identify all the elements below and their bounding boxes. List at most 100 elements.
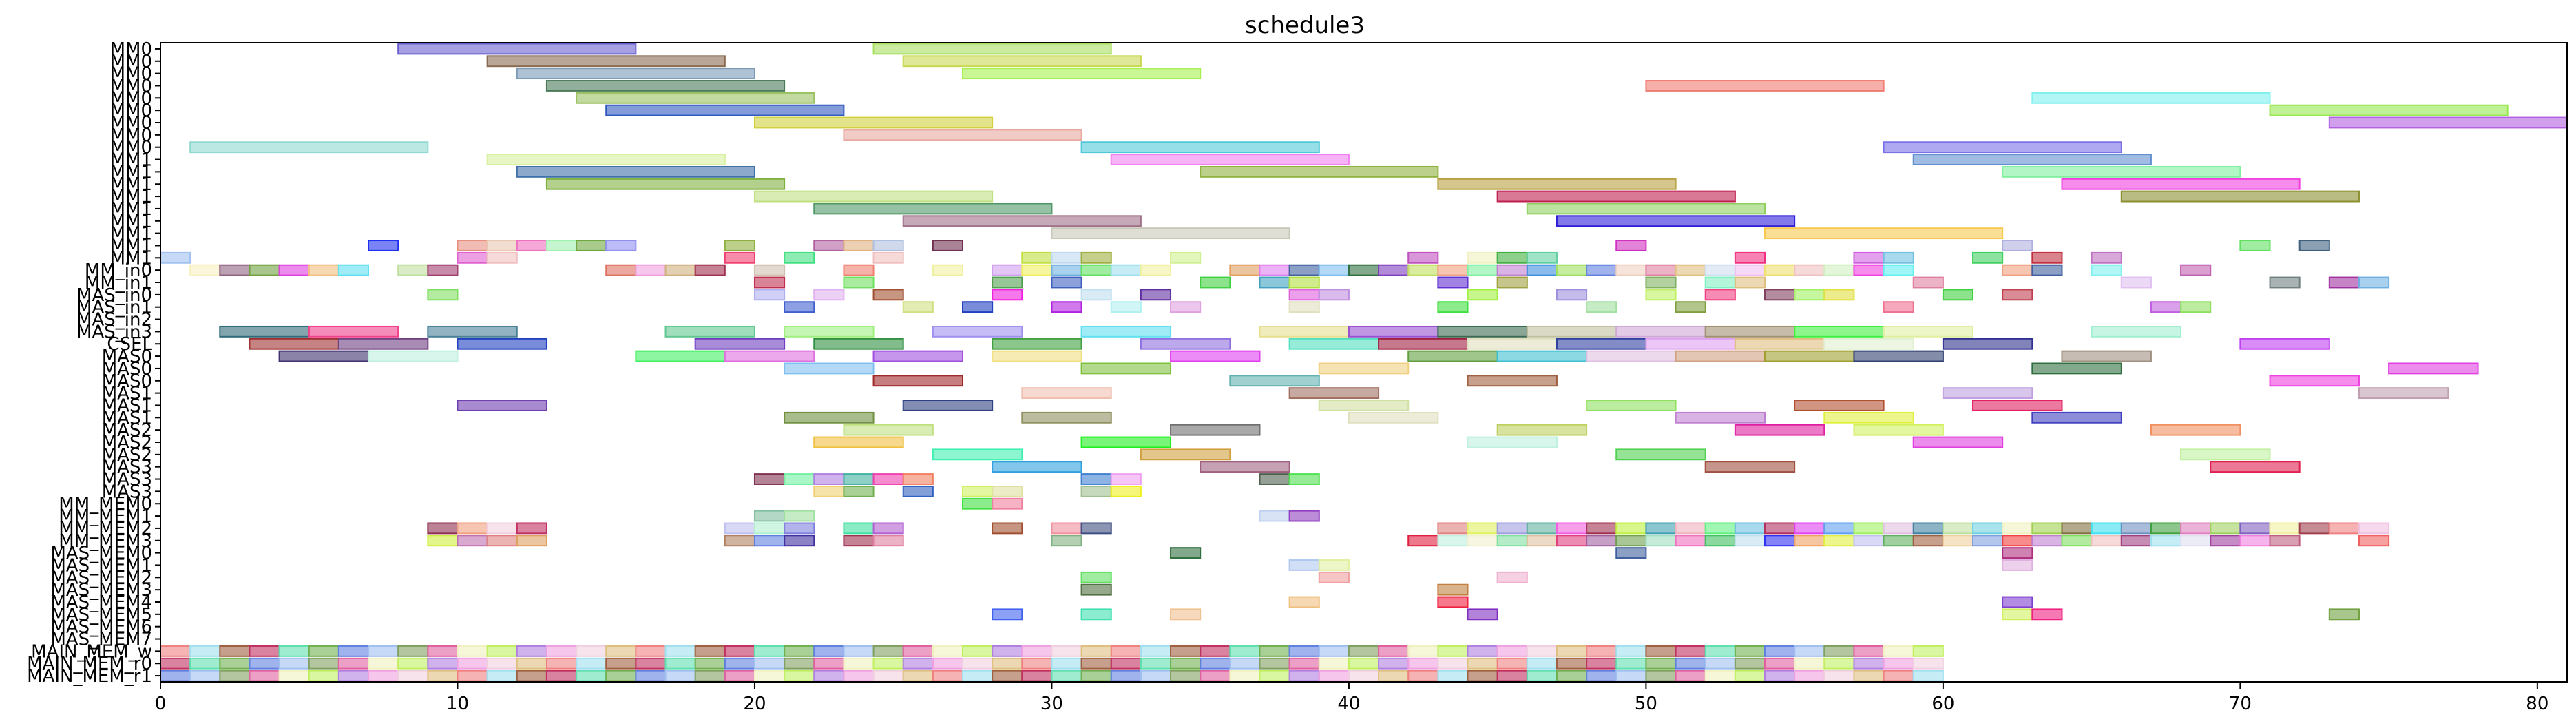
main-mem-block xyxy=(1586,645,1617,657)
task-bar xyxy=(1526,535,1558,547)
task-bar xyxy=(457,535,488,547)
y-tick-label: MAS0 xyxy=(102,346,152,367)
task-bar xyxy=(2210,461,2301,473)
main-mem-block xyxy=(1288,657,1320,670)
main-mem-block xyxy=(605,645,637,657)
y-tick-label: MAS_MEM6 xyxy=(50,617,152,638)
task-bar xyxy=(2180,522,2212,535)
task-bar xyxy=(1883,325,1974,338)
task-bar xyxy=(1734,251,1766,264)
task-bar xyxy=(1734,522,1766,535)
main-mem-block xyxy=(337,670,370,682)
main-mem-block xyxy=(902,657,934,670)
main-mem-block xyxy=(843,645,875,657)
task-bar xyxy=(605,104,845,116)
main-mem-block xyxy=(1437,645,1469,657)
task-bar xyxy=(813,203,1053,215)
task-bar xyxy=(902,301,934,313)
task-bar xyxy=(2091,535,2122,547)
task-bar xyxy=(1556,522,1588,535)
task-bar xyxy=(2120,190,2360,203)
task-bar xyxy=(932,264,963,276)
task-bar xyxy=(1288,596,1320,608)
task-bar xyxy=(2031,362,2122,375)
main-mem-block xyxy=(1378,670,1410,682)
task-bar xyxy=(1140,338,1231,350)
plot-frame xyxy=(160,42,2568,683)
task-bar xyxy=(753,276,786,289)
main-mem-block xyxy=(1615,670,1647,682)
main-mem-block xyxy=(189,645,221,657)
task-bar xyxy=(1200,461,1290,473)
main-mem-block xyxy=(160,645,191,657)
task-bar xyxy=(1972,535,2004,547)
task-bar xyxy=(992,276,1023,289)
task-bar xyxy=(1110,473,1142,485)
task-bar xyxy=(843,473,875,485)
task-bar xyxy=(1942,535,1974,547)
task-bar xyxy=(1823,289,1855,301)
task-bar xyxy=(1080,608,1112,621)
y-tick-label: MM0 xyxy=(110,125,152,146)
y-tick-label: MAS3 xyxy=(102,481,152,502)
task-bar xyxy=(753,473,786,485)
task-bar xyxy=(1526,251,1558,264)
y-tick-label: MAIN_MEM_r0 xyxy=(27,654,152,674)
task-bar xyxy=(1288,301,1320,313)
task-bar xyxy=(2328,522,2360,535)
task-bar xyxy=(1912,276,1944,289)
main-mem-block xyxy=(1348,670,1380,682)
task-bar xyxy=(1496,276,1528,289)
main-mem-block xyxy=(1348,645,1380,657)
task-bar xyxy=(1586,301,1617,313)
task-bar xyxy=(1526,264,1558,276)
task-bar xyxy=(1794,289,1825,301)
y-tick-label: MM0 xyxy=(110,39,152,60)
y-tick-label: MAS_in2 xyxy=(76,310,152,331)
main-mem-block xyxy=(992,657,1023,670)
task-bar xyxy=(1675,522,1706,535)
task-bar xyxy=(1764,227,2004,240)
task-bar xyxy=(1526,522,1558,535)
task-bar xyxy=(1496,424,1588,436)
task-bar xyxy=(1318,264,1350,276)
task-bar xyxy=(1912,436,2004,448)
main-mem-block xyxy=(694,645,726,657)
task-bar xyxy=(2031,608,2063,621)
x-tick-label: 40 xyxy=(1337,694,1360,714)
main-mem-block xyxy=(1645,670,1677,682)
task-bar xyxy=(219,325,310,338)
main-mem-block xyxy=(1407,657,1439,670)
task-bar xyxy=(1288,289,1320,301)
main-mem-block xyxy=(545,657,578,670)
task-bar xyxy=(1080,571,1112,583)
task-bar xyxy=(1318,559,1350,571)
main-mem-block xyxy=(1110,657,1142,670)
task-bar xyxy=(1110,264,1142,276)
task-bar xyxy=(2150,522,2182,535)
main-mem-block xyxy=(1675,645,1706,657)
task-bar xyxy=(278,264,310,276)
task-bar xyxy=(160,251,191,264)
task-bar xyxy=(516,68,755,80)
task-bar xyxy=(1764,289,1796,301)
main-mem-block xyxy=(160,657,191,670)
task-bar xyxy=(308,264,339,276)
y-tick-label: MM0 xyxy=(110,64,152,85)
task-bar xyxy=(1823,338,1914,350)
y-tick-label: MM0 xyxy=(110,52,152,72)
task-bar xyxy=(1170,350,1261,362)
main-mem-block xyxy=(932,657,963,670)
main-mem-block xyxy=(1734,645,1766,657)
task-bar xyxy=(1110,301,1142,313)
task-bar xyxy=(2150,301,2182,313)
main-mem-block xyxy=(635,657,667,670)
main-mem-block xyxy=(1912,645,1944,657)
main-mem-block xyxy=(1170,670,1202,682)
task-bar xyxy=(1051,264,1082,276)
task-bar xyxy=(2269,104,2509,116)
task-bar xyxy=(1675,350,1766,362)
task-bar xyxy=(1080,251,1112,264)
main-mem-block xyxy=(1823,645,1855,657)
task-bar xyxy=(2269,522,2301,535)
